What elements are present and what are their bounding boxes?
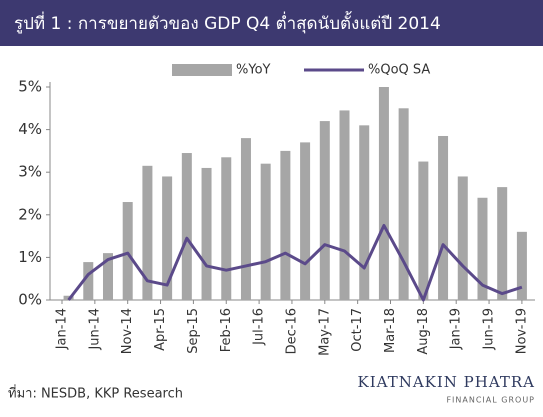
- x-tick-label: Nov-19: [514, 308, 529, 354]
- header-band: [0, 0, 543, 46]
- bar: [516, 231, 527, 300]
- bar: [300, 142, 311, 300]
- x-tick-label: Jan-14: [55, 308, 70, 350]
- y-tick-label: 1%: [18, 248, 42, 266]
- bar: [142, 165, 153, 300]
- bar: [280, 150, 291, 300]
- bar: [221, 157, 232, 300]
- line: [67, 223, 523, 302]
- y-tick-label: 3%: [18, 163, 42, 181]
- bar: [359, 125, 370, 300]
- x-tick-label: Jan-19: [449, 308, 464, 350]
- x-tick-label: Mar-18: [383, 308, 398, 353]
- x-tick-label: Jun-19: [482, 308, 497, 351]
- bar: [438, 135, 449, 300]
- x-tick-label: Jun-14: [87, 308, 102, 351]
- bar: [260, 163, 271, 300]
- chart-title: รูปที่ 1 : การขยายตัวของ GDP Q4 ต่ำสุดนั…: [14, 11, 441, 34]
- y-tick-label: 2%: [18, 205, 42, 223]
- bar: [378, 87, 389, 300]
- x-tick-label: Oct-17: [350, 308, 365, 352]
- source: ที่มา: NESDB, KKP Research: [8, 385, 183, 402]
- y-tick-label: 5%: [18, 78, 42, 96]
- bar: [240, 138, 251, 300]
- brand: KIATNAKIN PHATRA: [358, 373, 535, 391]
- legend-label: %YoY: [236, 63, 271, 78]
- bar: [339, 110, 350, 301]
- bar: [201, 167, 212, 300]
- bar: [497, 187, 508, 300]
- bar: [83, 262, 94, 300]
- x-tick-label: May-17: [317, 308, 332, 356]
- bar: [398, 108, 409, 300]
- x-tick-label: Dec-16: [284, 308, 299, 354]
- x-tick-label: Apr-15: [153, 308, 168, 351]
- bar: [319, 121, 330, 300]
- y-tick-label: 4%: [18, 120, 42, 138]
- bar: [418, 161, 429, 300]
- x-tick-label: Nov-14: [120, 308, 135, 354]
- bar: [181, 153, 192, 300]
- bar: [162, 176, 173, 300]
- brand-sub: FINANCIAL GROUP: [446, 396, 535, 405]
- x-tick-label: Feb-16: [219, 308, 234, 352]
- x-tick-label: Aug-18: [416, 308, 431, 355]
- bar: [457, 176, 468, 300]
- legend-swatch: [172, 64, 232, 76]
- bar: [102, 253, 113, 300]
- x-tick-label: Jul-16: [252, 308, 267, 346]
- y-tick-label: 0%: [18, 291, 42, 309]
- legend-label: %QoQ SA: [368, 63, 430, 78]
- bar: [477, 197, 488, 300]
- x-tick-label: Sep-15: [186, 308, 201, 354]
- bar: [122, 202, 133, 300]
